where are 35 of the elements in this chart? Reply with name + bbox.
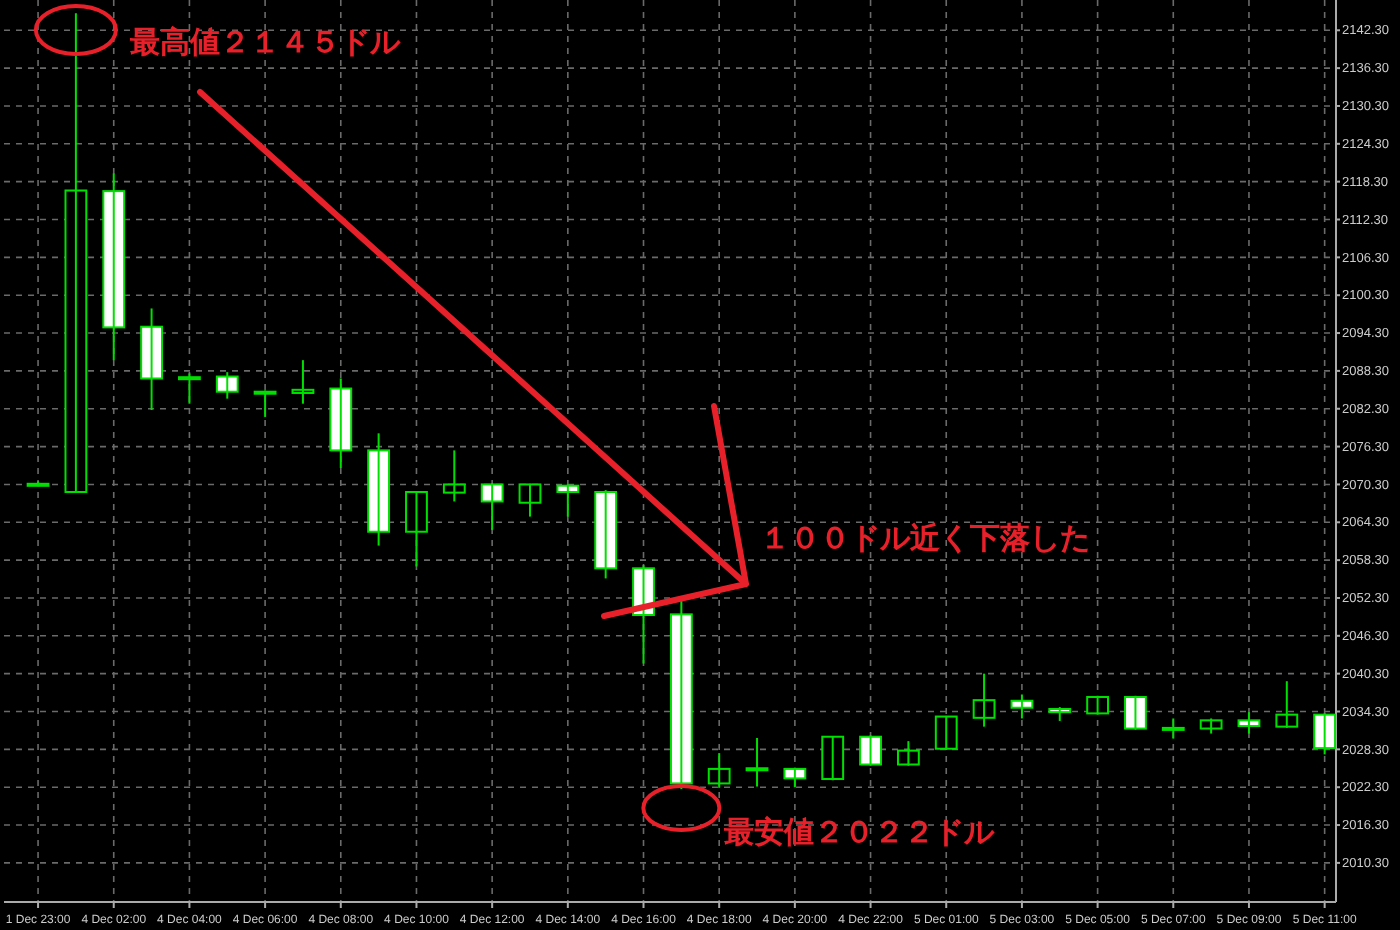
candlestick (934, 714, 958, 751)
candlestick (669, 596, 693, 791)
candlestick (594, 489, 618, 580)
candlestick (821, 735, 845, 782)
candlestick (329, 377, 353, 470)
candlestick (442, 449, 466, 503)
annotation: 最高値２１４５ドル (128, 24, 402, 60)
candlestick (178, 372, 201, 405)
candlestick (1313, 712, 1337, 756)
candlestick (1199, 717, 1223, 735)
candlestick (215, 371, 239, 400)
candlestick (518, 482, 542, 518)
candlestick (64, 12, 88, 493)
candlestick (556, 483, 580, 518)
candlestick (859, 734, 882, 767)
candlestick (367, 432, 391, 547)
candlestick (1237, 711, 1261, 735)
annotation: １００ドル近く下落した (760, 520, 1090, 556)
candlestick (707, 752, 731, 789)
candlestick (1124, 694, 1147, 731)
candlestick (783, 766, 807, 789)
candlestick (253, 389, 277, 418)
candlestick (26, 480, 50, 488)
candlestick (102, 172, 126, 362)
candlestick (1048, 706, 1072, 722)
candlestick (1010, 693, 1034, 720)
candlestick (1161, 717, 1185, 740)
candlestick (972, 672, 996, 728)
candlestick (1086, 694, 1110, 716)
candlestick (745, 737, 769, 788)
candlestick (140, 307, 163, 411)
annotation: 最安値２０２２ドル (722, 814, 996, 850)
candlestick (480, 482, 504, 531)
candlestick (1275, 680, 1299, 729)
candlestick (405, 490, 428, 568)
